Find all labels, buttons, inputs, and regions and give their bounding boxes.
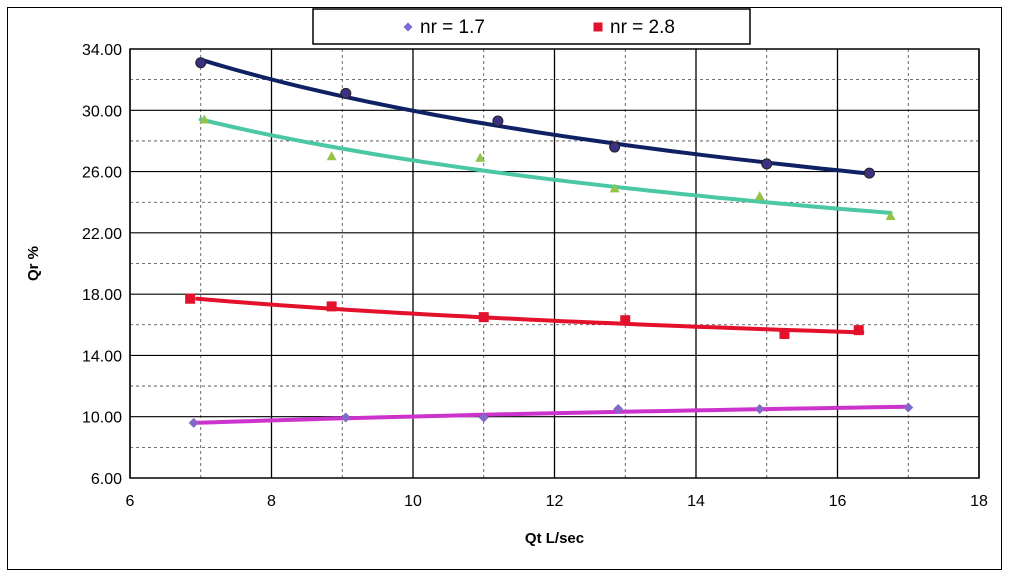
data-point-diamond (903, 402, 914, 413)
data-point-square (478, 312, 489, 323)
y-tick-label: 30.00 (82, 103, 122, 120)
y-tick-label: 26.00 (82, 165, 122, 182)
data-point-circle (340, 87, 352, 99)
tick-labels: 6 8 10 12 14 16 18 6.00 10.00 14.00 18.00 22.00 26.0… (82, 42, 988, 510)
data-point-square (853, 325, 864, 336)
chart-area: 6 8 10 12 14 16 18 6.00 10.00 14.00 18.00 22.00 26.0… (7, 7, 1002, 570)
y-tick-label: 34.00 (82, 42, 122, 59)
data-point-square (185, 293, 196, 304)
data-point-diamond (403, 22, 413, 32)
trendline (198, 57, 875, 176)
data-point-triangle (475, 152, 486, 162)
y-axis-title: Qr % (25, 246, 42, 281)
trendline (195, 404, 911, 425)
data-point-circle (492, 115, 504, 127)
data-point-diamond (340, 412, 351, 423)
data-point-diamond (613, 404, 624, 415)
data-point-square (593, 22, 603, 32)
data-points (185, 57, 914, 428)
x-tick-label: 14 (687, 493, 705, 510)
legend-entry: nr = 1.7 (403, 17, 485, 38)
data-point-triangle (609, 183, 620, 193)
plot-area-border (129, 48, 980, 479)
x-axis-title: Qt L/sec (525, 530, 584, 547)
legend-label: nr = 1.7 (420, 17, 485, 38)
data-point-square (620, 315, 631, 326)
data-point-diamond (188, 417, 199, 428)
data-point-circle (195, 57, 207, 69)
x-tick-label: 16 (829, 493, 847, 510)
x-tick-label: 8 (267, 493, 276, 510)
data-point-square (779, 328, 790, 339)
y-tick-label: 10.00 (82, 410, 122, 427)
trendline (198, 117, 893, 215)
x-tick-label: 12 (546, 493, 564, 510)
legend-items: nr = 1.7 nr = 2.8 (403, 17, 675, 38)
data-point-circle (609, 141, 621, 153)
data-point-triangle (326, 151, 337, 161)
data-point-diamond (478, 412, 489, 423)
data-point-triangle (885, 211, 896, 221)
y-tick-label: 14.00 (82, 348, 122, 365)
legend: nr = 1.7 nr = 2.8 (312, 8, 751, 45)
legend-entry: nr = 2.8 (593, 17, 675, 38)
legend-box (312, 8, 751, 45)
data-point-square (326, 301, 337, 312)
data-point-diamond (754, 404, 765, 415)
y-tick-label: 6.00 (91, 471, 122, 488)
x-tick-label: 6 (126, 493, 135, 510)
legend-label: nr = 2.8 (610, 17, 675, 38)
data-point-triangle (754, 191, 765, 201)
x-tick-label: 18 (970, 493, 988, 510)
trendline (195, 296, 865, 335)
data-point-circle (761, 158, 773, 170)
trendlines (195, 57, 911, 425)
chart-plot: 6 8 10 12 14 16 18 6.00 10.00 14.00 18.00 22.00 26.0… (25, 8, 988, 547)
data-point-triangle (199, 114, 210, 124)
y-tick-label: 22.00 (82, 226, 122, 243)
y-tick-label: 18.00 (82, 287, 122, 304)
x-tick-label: 10 (404, 493, 422, 510)
data-point-circle (863, 167, 875, 179)
